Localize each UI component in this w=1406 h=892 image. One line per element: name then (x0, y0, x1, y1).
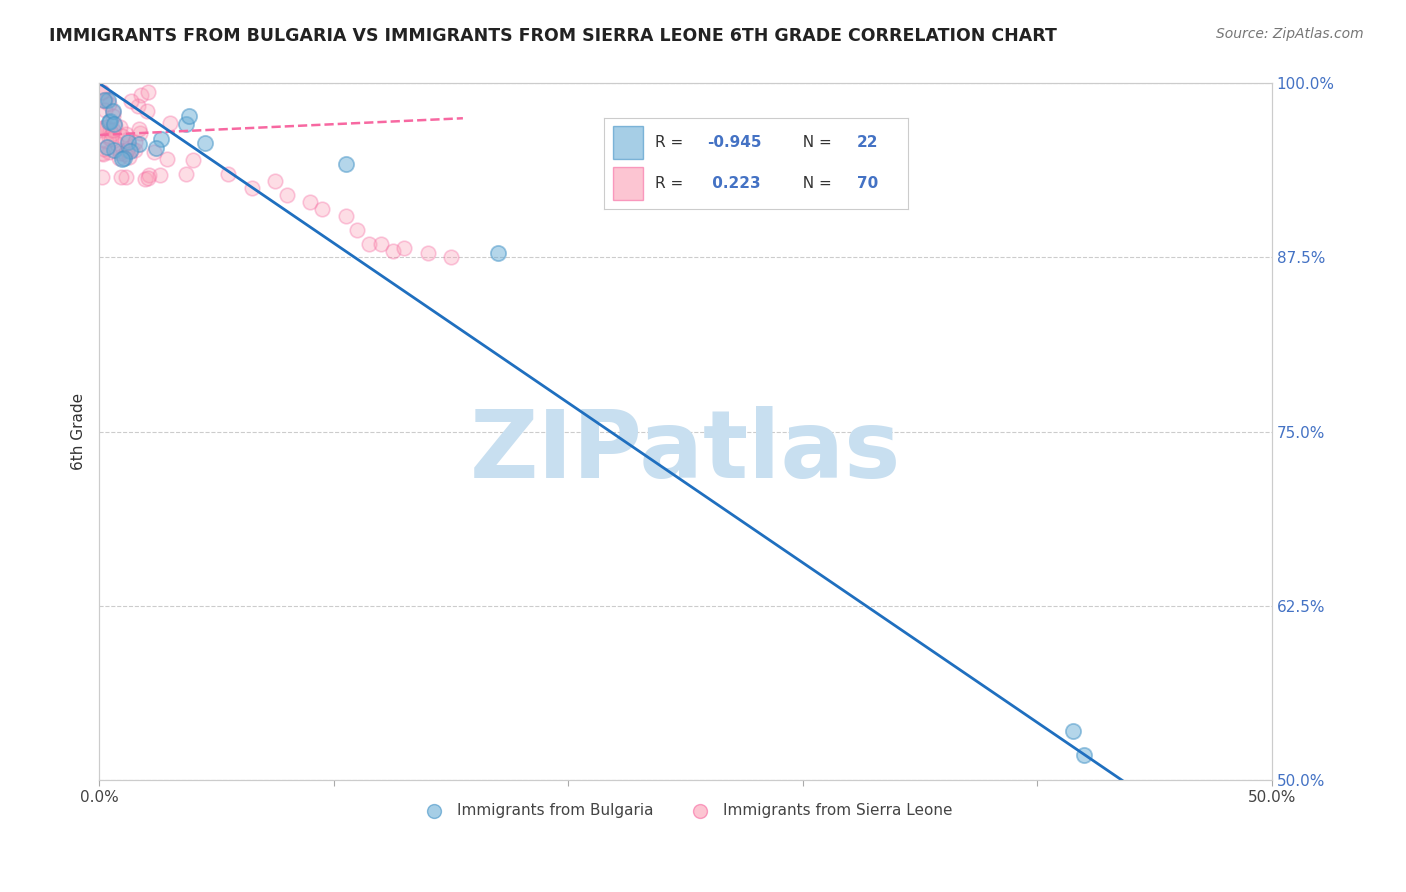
Point (101, 104, 124, 119)
Point (416, 246, 439, 260)
Point (276, 187, 298, 202)
Point (370, 236, 392, 251)
Point (381, 244, 404, 258)
Point (145, 141, 167, 155)
Point (128, 137, 150, 152)
Point (194, 136, 217, 151)
Point (117, 133, 139, 147)
Point (174, 167, 197, 181)
Point (143, 145, 166, 160)
Point (93, 103, 115, 117)
Point (159, 116, 181, 130)
Point (264, 174, 287, 188)
Point (108, 120, 131, 134)
Point (90, 85, 112, 99)
Text: IMMIGRANTS FROM BULGARIA VS IMMIGRANTS FROM SIERRA LEONE 6TH GRADE CORRELATION C: IMMIGRANTS FROM BULGARIA VS IMMIGRANTS F… (49, 27, 1057, 45)
Point (120, 95, 142, 109)
Point (96, 140, 118, 154)
Point (98, 145, 121, 160)
Point (103, 143, 125, 157)
Point (1062, 723, 1084, 738)
Point (115, 128, 138, 142)
Point (91, 170, 114, 185)
Y-axis label: 6th Grade: 6th Grade (72, 393, 86, 470)
Point (1073, 747, 1095, 762)
Point (136, 86, 159, 100)
Point (98, 115, 121, 129)
Point (108, 151, 131, 165)
Text: ZIPatlas: ZIPatlas (470, 407, 901, 499)
Point (97, 93, 120, 107)
Point (103, 109, 125, 123)
Point (111, 152, 134, 166)
Point (359, 236, 381, 251)
Point (174, 117, 197, 131)
Point (96, 120, 118, 134)
Point (135, 103, 157, 118)
Point (91, 147, 114, 161)
Point (127, 99, 149, 113)
Point (181, 153, 204, 167)
Point (217, 167, 239, 181)
Point (121, 142, 143, 156)
Point (94, 134, 117, 148)
Point (111, 129, 134, 144)
Point (128, 121, 150, 136)
Point (114, 146, 136, 161)
Point (112, 152, 135, 166)
Point (103, 117, 125, 131)
Point (90, 85, 112, 99)
Point (98, 123, 121, 137)
Point (98, 113, 121, 128)
Point (98, 131, 121, 145)
Legend: Immigrants from Bulgaria, Immigrants from Sierra Leone: Immigrants from Bulgaria, Immigrants fro… (413, 797, 959, 824)
Point (149, 132, 172, 146)
Point (394, 241, 416, 255)
Point (93, 93, 115, 107)
Point (115, 143, 138, 157)
Point (149, 168, 172, 182)
Point (93, 120, 115, 135)
Text: Source: ZipAtlas.com: Source: ZipAtlas.com (1216, 27, 1364, 41)
Point (486, 246, 509, 260)
Point (440, 251, 463, 265)
Point (335, 209, 357, 223)
Point (104, 136, 127, 150)
Point (129, 88, 152, 103)
Point (90, 146, 112, 161)
Point (134, 171, 156, 186)
Point (118, 150, 141, 164)
Point (98, 96, 121, 111)
Point (117, 135, 139, 149)
Point (100, 132, 122, 146)
Point (108, 146, 131, 161)
Point (124, 135, 146, 149)
Point (299, 194, 322, 209)
Point (124, 143, 146, 157)
Point (91, 120, 114, 135)
Point (335, 157, 357, 171)
Point (91, 122, 114, 136)
Point (177, 109, 200, 123)
Point (93, 95, 115, 109)
Point (136, 170, 159, 185)
Point (346, 222, 368, 236)
Point (110, 169, 132, 184)
Point (101, 123, 124, 137)
Point (240, 181, 263, 195)
Point (94, 92, 117, 106)
Point (115, 170, 138, 185)
Point (120, 144, 142, 158)
Point (138, 168, 160, 182)
Point (93, 142, 115, 156)
Point (104, 119, 127, 133)
Point (311, 202, 333, 216)
Point (108, 144, 131, 158)
Point (128, 126, 150, 140)
Point (156, 152, 179, 166)
Point (101, 104, 124, 119)
Point (100, 127, 122, 141)
